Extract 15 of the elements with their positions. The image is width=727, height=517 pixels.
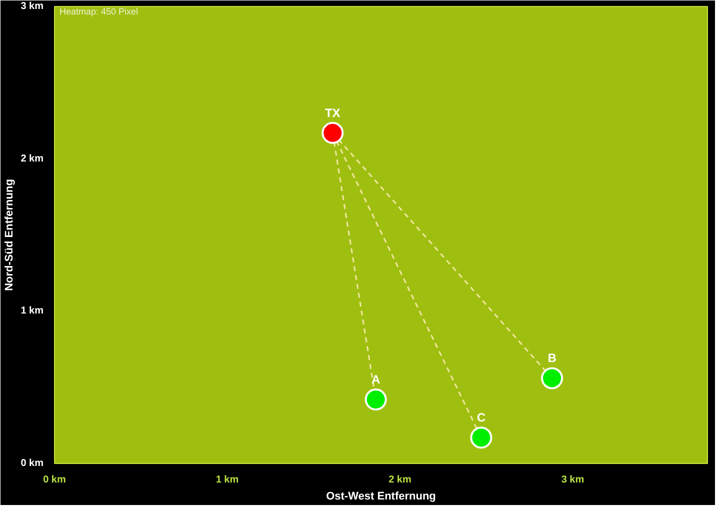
series-label: C bbox=[476, 410, 486, 425]
x-tick-label: 0 km bbox=[43, 474, 66, 486]
y-axis-title: Nord-Süd Entfernung bbox=[4, 179, 16, 291]
x-tick-label: 1 km bbox=[216, 474, 239, 486]
series-label: B bbox=[548, 351, 557, 366]
y-tick-label: 2 km bbox=[20, 153, 44, 164]
y-tick-label: 1 km bbox=[20, 306, 44, 317]
annotation: Heatmap: 450 Pixel bbox=[60, 6, 138, 16]
y-tick-label: 3 km bbox=[20, 1, 44, 12]
y-tick-label: 0 km bbox=[20, 458, 44, 469]
x-axis-title: Ost-West Entfernung bbox=[326, 490, 436, 502]
x-tick-label: 2 km bbox=[388, 474, 412, 486]
x-tick-label: 3 km bbox=[561, 474, 584, 486]
series-label: TX bbox=[324, 106, 340, 120]
series-label: A bbox=[371, 372, 380, 387]
